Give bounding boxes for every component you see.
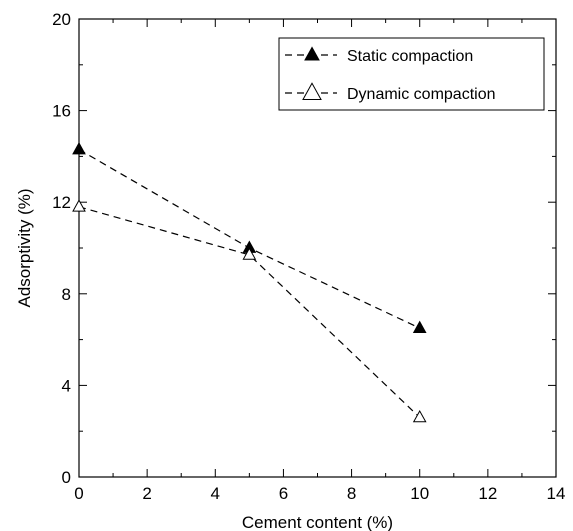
axis-ticks: [78, 18, 557, 478]
y-tick-label: 4: [62, 376, 71, 395]
y-tick-label: 20: [52, 10, 71, 29]
y-tick-label: 12: [52, 193, 71, 212]
x-tick-label: 6: [279, 484, 288, 503]
data-series: [72, 142, 427, 423]
series-1: [72, 142, 427, 333]
data-point: [412, 409, 427, 423]
y-tick-label: 16: [52, 102, 71, 121]
series-2: [72, 199, 427, 423]
legend-entry: Dynamic compaction: [285, 82, 496, 103]
tick-labels: 0 2 4 6 8 10 12 14 0 4 8 12 16 20: [52, 10, 565, 503]
series-line: [78, 206, 421, 418]
data-point: [242, 247, 257, 260]
x-axis-title: Cement content (%): [242, 513, 393, 531]
legend-marker: [304, 46, 320, 61]
y-tick-label: 8: [62, 285, 71, 304]
x-tick-label: 4: [211, 484, 220, 503]
data-point: [72, 142, 86, 155]
data-point: [72, 199, 86, 212]
x-tick-label: 2: [142, 484, 151, 503]
legend-entry: Static compaction: [285, 46, 473, 65]
legend-label: Dynamic compaction: [347, 86, 496, 103]
x-tick-label: 8: [347, 484, 356, 503]
legend: Static compaction Dynamic compaction: [278, 37, 545, 111]
x-tick-label: 0: [74, 484, 83, 503]
legend-box: [278, 37, 545, 111]
y-tick-label: 0: [62, 468, 71, 487]
series-line: [78, 149, 420, 329]
legend-label: Static compaction: [347, 48, 473, 65]
data-point: [412, 320, 427, 333]
x-tick-label: 10: [410, 484, 429, 503]
x-tick-label: 14: [547, 484, 566, 503]
x-tick-label: 12: [478, 484, 497, 503]
legend-marker: [302, 82, 322, 100]
y-axis-title: Adsorptivity (%): [15, 188, 34, 307]
